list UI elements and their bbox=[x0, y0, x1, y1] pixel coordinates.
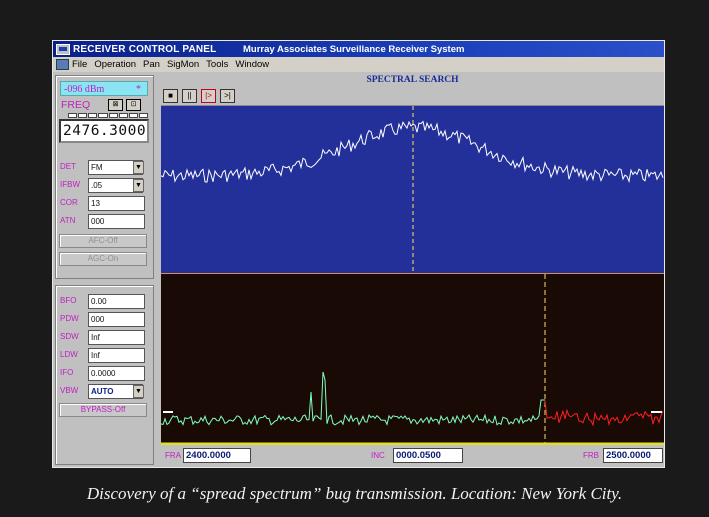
mdi-child-icon[interactable] bbox=[56, 59, 69, 70]
menu-window[interactable]: Window bbox=[235, 59, 270, 70]
title-bar[interactable]: RECEIVER CONTROL PANEL Murray Associates… bbox=[53, 41, 664, 57]
caption: Discovery of a “spread spectrum” bug tra… bbox=[86, 484, 623, 503]
app-icon bbox=[56, 43, 70, 55]
sdw-input[interactable]: Inf bbox=[88, 330, 145, 345]
detector-group: BFO 0.00 PDW 000 SDW Inf LDW Inf IFO 0.0… bbox=[55, 285, 154, 465]
atn-row: ATN 000 bbox=[59, 214, 151, 230]
ifo-label: IFO bbox=[60, 368, 74, 377]
afc-button[interactable]: AFC-Off bbox=[59, 234, 147, 248]
det-label: DET bbox=[60, 162, 76, 171]
det-row: DET FM ▼ bbox=[59, 160, 151, 176]
vbw-row: VBW AUTO ▼ bbox=[59, 384, 151, 400]
detail-trace bbox=[161, 371, 545, 426]
frequency-range-bar: FRA 2400.0000 INC 0000.0500 FRB 2500.000… bbox=[161, 445, 664, 467]
receiver-controls: -096 dBm * FREQ ⊠ ⊡ 2476.3000 DET FM ▼ I… bbox=[55, 75, 154, 465]
spectral-search-title: SPECTRAL SEARCH bbox=[366, 75, 459, 85]
pause-button[interactable]: || bbox=[182, 89, 197, 103]
menu-pan[interactable]: Pan bbox=[143, 59, 160, 70]
pdw-input[interactable]: 000 bbox=[88, 312, 145, 327]
bfo-label: BFO bbox=[60, 296, 77, 305]
window-title: RECEIVER CONTROL PANEL bbox=[73, 43, 217, 55]
freq-step-down-button[interactable]: ⊠ bbox=[108, 99, 123, 111]
chevron-down-icon[interactable]: ▼ bbox=[133, 179, 144, 192]
ifo-input[interactable]: 0.0000 bbox=[88, 366, 145, 381]
bfo-row: BFO 0.00 bbox=[59, 294, 151, 310]
fra-label: FRA bbox=[165, 451, 181, 460]
signal-level-star: * bbox=[136, 84, 141, 95]
inc-input[interactable]: 0000.0500 bbox=[393, 448, 463, 463]
detail-svg bbox=[161, 274, 664, 446]
tuning-group: -096 dBm * FREQ ⊠ ⊡ 2476.3000 DET FM ▼ I… bbox=[55, 75, 154, 279]
frb-input[interactable]: 2500.0000 bbox=[603, 448, 663, 463]
step-button[interactable]: >| bbox=[220, 89, 235, 103]
menu-bar: File Operation Pan SigMon Tools Window bbox=[53, 57, 664, 72]
vbw-label: VBW bbox=[60, 386, 79, 395]
ldw-input[interactable]: Inf bbox=[88, 348, 145, 363]
sdw-label: SDW bbox=[60, 332, 79, 341]
agc-button[interactable]: AGC-On bbox=[59, 252, 147, 266]
chevron-down-icon[interactable]: ▼ bbox=[133, 161, 144, 174]
cor-row: COR 13 bbox=[59, 196, 151, 212]
cor-input[interactable]: 13 bbox=[88, 196, 145, 211]
waterfall-display[interactable] bbox=[161, 273, 664, 446]
receiver-window: RECEIVER CONTROL PANEL Murray Associates… bbox=[52, 40, 665, 468]
freq-label: FREQ bbox=[61, 99, 91, 111]
atn-label: ATN bbox=[60, 216, 76, 225]
window-subtitle: Murray Associates Surveillance Receiver … bbox=[243, 43, 465, 55]
stop-button[interactable]: ■ bbox=[163, 89, 178, 103]
atn-input[interactable]: 000 bbox=[88, 214, 145, 229]
play-button[interactable]: |> bbox=[201, 89, 216, 103]
digit-selector[interactable] bbox=[68, 113, 148, 118]
detail-trace-red bbox=[544, 400, 664, 427]
pdw-row: PDW 000 bbox=[59, 312, 151, 328]
ifo-row: IFO 0.0000 bbox=[59, 366, 151, 382]
freq-step-up-button[interactable]: ⊡ bbox=[126, 99, 141, 111]
frequency-input[interactable]: 2476.3000 bbox=[59, 119, 149, 143]
signal-level-display: -096 dBm * bbox=[60, 81, 148, 96]
menu-sigmon[interactable]: SigMon bbox=[166, 59, 200, 70]
spectrum-display[interactable] bbox=[161, 105, 664, 274]
playback-controls: ■ || |> >| bbox=[163, 89, 235, 103]
menu-operation[interactable]: Operation bbox=[94, 59, 137, 70]
fra-input[interactable]: 2400.0000 bbox=[183, 448, 251, 463]
menu-file[interactable]: File bbox=[72, 59, 88, 70]
menu-tools[interactable]: Tools bbox=[206, 59, 229, 70]
spectrum-svg bbox=[161, 106, 664, 274]
signal-level-value: -096 dBm bbox=[64, 84, 105, 95]
sdw-row: SDW Inf bbox=[59, 330, 151, 346]
ldw-row: LDW Inf bbox=[59, 348, 151, 364]
ifbw-row: IFBW .05 ▼ bbox=[59, 178, 151, 194]
ldw-label: LDW bbox=[60, 350, 78, 359]
spectrum-trace bbox=[161, 120, 664, 184]
frb-label: FRB bbox=[583, 451, 599, 460]
pdw-label: PDW bbox=[60, 314, 79, 323]
ifbw-label: IFBW bbox=[60, 180, 80, 189]
inc-label: INC bbox=[371, 451, 385, 460]
bypass-button[interactable]: BYPASS-Off bbox=[59, 403, 147, 417]
bfo-input[interactable]: 0.00 bbox=[88, 294, 145, 309]
cor-label: COR bbox=[60, 198, 78, 207]
chevron-down-icon[interactable]: ▼ bbox=[133, 385, 144, 398]
